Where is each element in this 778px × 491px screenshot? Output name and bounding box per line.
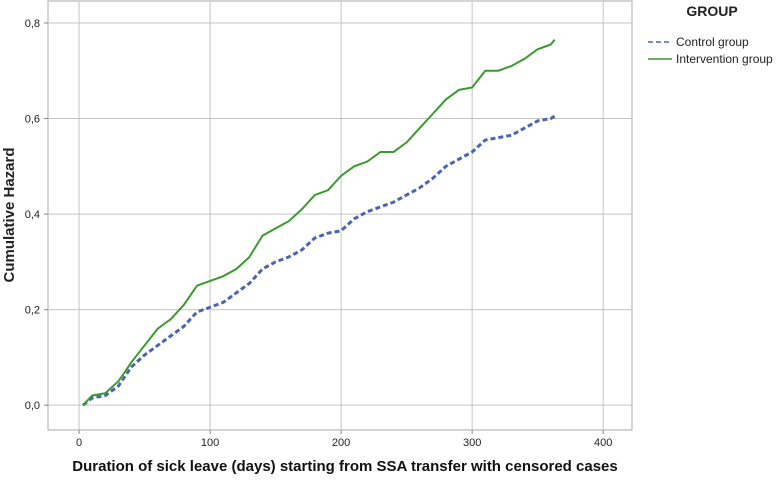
plot-area bbox=[47, 0, 633, 431]
y-tick-label: 0,2 bbox=[25, 305, 40, 317]
y-axis-label: Cumulative Hazard bbox=[1, 147, 18, 282]
series-line bbox=[82, 114, 556, 407]
legend-label: Control group bbox=[676, 35, 749, 49]
x-axis-label: Duration of sick leave (days) starting f… bbox=[72, 458, 618, 475]
x-tick-label: 100 bbox=[201, 437, 219, 449]
x-tick-label: 300 bbox=[463, 437, 481, 449]
y-tick-label: 0,0 bbox=[25, 400, 40, 412]
x-tick-label: 0 bbox=[76, 437, 82, 449]
legend-title: GROUP bbox=[686, 3, 737, 19]
y-tick-label: 0,4 bbox=[25, 209, 40, 221]
y-tick-label: 0,6 bbox=[25, 114, 40, 126]
x-tick-label: 400 bbox=[594, 437, 612, 449]
x-tick-label: 200 bbox=[332, 437, 350, 449]
legend-label: Intervention group bbox=[676, 52, 773, 66]
y-tick-label: 0,8 bbox=[25, 18, 40, 30]
series-line bbox=[82, 39, 556, 406]
